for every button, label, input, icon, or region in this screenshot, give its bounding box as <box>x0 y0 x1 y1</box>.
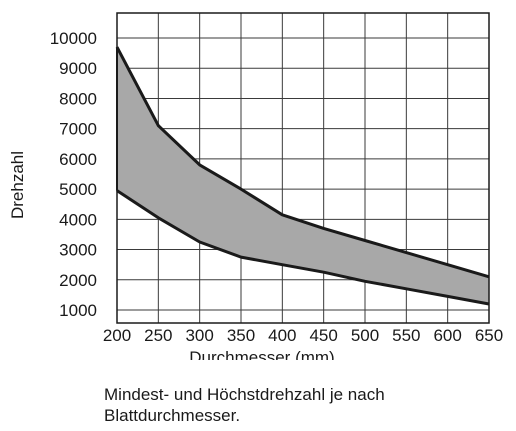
plot-frame <box>116 12 490 324</box>
max-speed-line <box>115 46 490 279</box>
x-tick-label: 350 <box>227 326 255 345</box>
y-tick-label: 2000 <box>59 271 97 290</box>
x-tick-label: 200 <box>103 326 131 345</box>
y-axis-label: Drehzahl <box>8 151 27 219</box>
x-tick-label: 600 <box>433 326 461 345</box>
x-tick-label: 400 <box>268 326 296 345</box>
x-axis-label: Durchmesser (mm) <box>189 348 334 360</box>
y-tick-label: 3000 <box>59 241 97 260</box>
x-tick-labels: 200 250 300 350 400 450 500 550 600 650 <box>103 326 503 345</box>
y-tick-label: 4000 <box>59 210 97 229</box>
y-tick-label: 8000 <box>59 89 97 108</box>
y-tick-label: 6000 <box>59 150 97 169</box>
speed-diameter-chart: 200 250 300 350 400 450 500 550 600 650 1000 2000 3… <box>8 12 503 360</box>
y-tick-label: 5000 <box>59 180 97 199</box>
min-speed-line <box>116 189 490 306</box>
caption-line-2: Blattdurchmesser. <box>104 406 241 425</box>
chart-caption: Mindest- und Höchstdrehzahl je nach Blat… <box>104 384 504 426</box>
x-tick-label: 450 <box>309 326 337 345</box>
y-tick-label: 9000 <box>59 59 97 78</box>
x-tick-label: 650 <box>475 326 503 345</box>
speed-range-band <box>117 47 489 304</box>
x-tick-label: 300 <box>185 326 213 345</box>
y-tick-label: 7000 <box>59 120 97 139</box>
y-tick-label: 1000 <box>59 301 97 320</box>
caption-line-1: Mindest- und Höchstdrehzahl je nach <box>104 385 385 404</box>
y-tick-label: 10000 <box>50 29 97 48</box>
x-tick-label: 500 <box>351 326 379 345</box>
x-tick-label: 550 <box>392 326 420 345</box>
x-tick-label: 250 <box>144 326 172 345</box>
y-tick-labels: 1000 2000 3000 4000 5000 6000 7000 8000 9000 1000… <box>50 29 97 320</box>
